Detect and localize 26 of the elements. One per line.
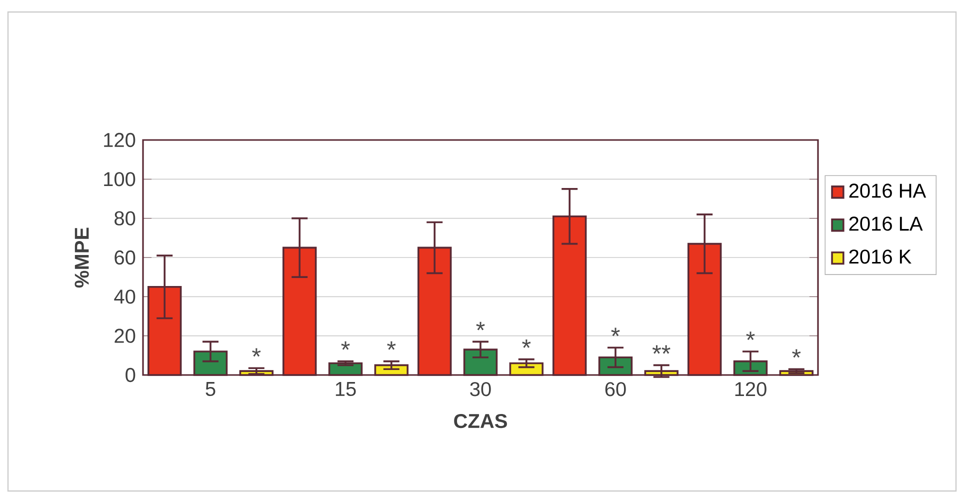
y-tick-label: 120 — [104, 132, 136, 148]
y-tick-label: 60 — [114, 250, 136, 265]
annotation: * — [792, 349, 801, 358]
y-tick-label: 20 — [114, 328, 136, 343]
y-tick-label: 40 — [114, 290, 136, 304]
annotation: ** — [652, 345, 670, 354]
x-tick-label: 60 — [605, 382, 626, 396]
y-axis-title: %MPE — [74, 228, 89, 288]
y-tick-label: 0 — [126, 368, 136, 382]
annotation: * — [476, 322, 485, 330]
annotation: * — [522, 339, 531, 348]
legend-label: 2016 LA — [849, 216, 923, 231]
annotation: * — [746, 332, 755, 340]
x-tick-label: 5 — [206, 382, 216, 396]
legend-label: 2016 HA — [849, 184, 926, 198]
annotation: * — [611, 328, 620, 336]
annotation: * — [252, 348, 261, 357]
legend-label: 2016 K — [849, 250, 912, 264]
y-tick-label: 80 — [114, 211, 136, 226]
x-tick-label: 15 — [336, 382, 356, 396]
x-tick-label: 30 — [470, 382, 491, 396]
y-tick-label: 100 — [104, 172, 136, 186]
annotation: * — [387, 341, 396, 350]
x-tick-label: 120 — [735, 382, 766, 396]
annotation: * — [341, 341, 350, 350]
x-axis-title: CZAS — [454, 414, 507, 428]
